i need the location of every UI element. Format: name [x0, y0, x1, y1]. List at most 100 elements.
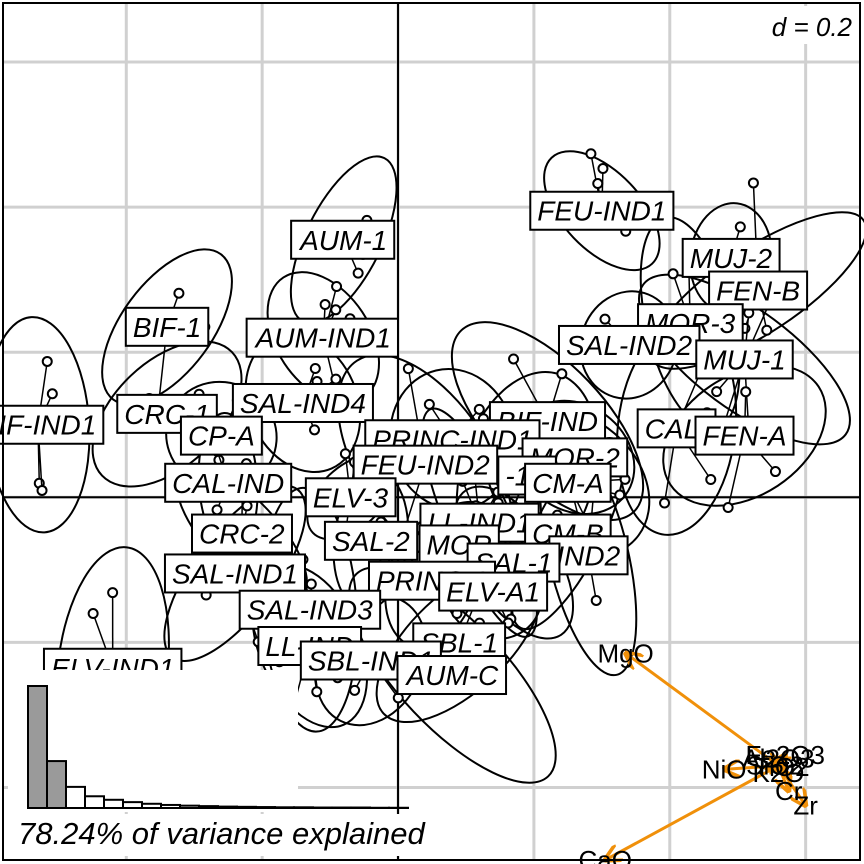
label-elv-3: ELV-3	[304, 477, 397, 518]
label-elv-a1: ELV-A1	[438, 571, 549, 612]
eigen-bar	[160, 803, 181, 810]
label-text-muj-1: MUJ-1	[703, 344, 785, 375]
eigen-bar	[141, 802, 162, 809]
variable-label-zr: Zr	[793, 791, 818, 821]
point-fen-a	[740, 386, 752, 398]
label-muj-1: MUJ-1	[695, 339, 794, 380]
label-text-feu-ind1: FEU-IND1	[537, 196, 666, 227]
point-feu-ind2	[402, 363, 414, 375]
label-text-bif-ind1: BIF-IND1	[0, 410, 96, 441]
eigen-bar	[27, 685, 48, 809]
point-princ-ind1	[473, 403, 485, 415]
eigen-bar	[293, 806, 314, 809]
point-sbl-ind1	[349, 684, 361, 696]
point-aum-ind1	[319, 299, 331, 311]
label-text-crc-2: CRC-2	[199, 519, 285, 550]
point-fen-b	[747, 177, 759, 189]
label-box-bif-ind1	[0, 404, 105, 445]
point-bif-ind	[556, 368, 568, 380]
point-mor-3	[667, 268, 679, 280]
ellipse-feu-ind1	[543, 150, 661, 272]
arrow-nio	[724, 766, 779, 770]
label-sal-ind1: SAL-IND1	[163, 553, 307, 594]
variable-label-nio: NiO	[702, 754, 747, 784]
label-text-elv-a1: ELV-A1	[446, 577, 540, 608]
point-elv-3	[339, 448, 351, 460]
ellipse-bif-1	[101, 248, 233, 406]
label-box-sal-ind3	[238, 589, 382, 630]
point-fen-a	[769, 466, 781, 478]
label-box-aum-c	[396, 655, 508, 696]
eigen-bar	[198, 805, 219, 809]
point-cm-a	[614, 489, 626, 501]
eigen-bar	[84, 795, 105, 809]
point-bif-ind1	[41, 355, 53, 367]
label-bif-ind1: BIF-IND1	[0, 404, 105, 445]
label-cm-a: CM-A	[524, 462, 612, 503]
ellipse-muj-1	[638, 273, 851, 446]
label-box-bif-1	[124, 306, 210, 347]
label-box-cp-a	[179, 415, 263, 456]
eigen-bar	[217, 805, 238, 809]
label-box-cal-ind	[164, 462, 293, 503]
label-text-muj-2: MUJ-2	[690, 243, 773, 274]
point-feu-ind1	[585, 148, 597, 160]
scale-label: d = 0.2	[772, 12, 853, 42]
label-sal-2: SAL-2	[323, 520, 419, 561]
label-text-sal-ind3: SAL-IND3	[247, 595, 373, 626]
point-feu-ind1	[597, 162, 609, 174]
label-fen-a: FEN-A	[694, 415, 795, 456]
point-bif-ind1	[46, 388, 58, 400]
point-sal-ind4	[309, 424, 321, 436]
point-sal-ind4	[330, 373, 342, 385]
label-feu-ind2: FEU-IND2	[352, 444, 499, 485]
label-aum-c: AUM-C	[396, 655, 508, 696]
label-text-fen-b: FEN-B	[716, 276, 800, 307]
eigen-bar	[236, 805, 257, 809]
point-sal-ind2	[599, 313, 611, 325]
point-cal	[659, 497, 671, 509]
point-aum-ind1	[331, 281, 343, 293]
label-sal-ind3: SAL-IND3	[238, 589, 382, 630]
variable-label-tio2: TiO2	[754, 752, 809, 782]
point-ind2	[590, 594, 602, 606]
label-box-elv-a1	[438, 571, 549, 612]
point-ll-ind	[311, 686, 323, 698]
variable-label-mgo: MgO	[597, 638, 653, 668]
label-box-ind2	[548, 535, 629, 576]
variable-label-al2o3: Al2O3	[742, 743, 814, 773]
point-bif-ind	[508, 353, 520, 365]
label-box-fen-a	[694, 415, 795, 456]
point-elv-ind1	[107, 587, 119, 599]
label-text-cm-a: CM-A	[532, 468, 604, 499]
point-bif-ind1	[36, 484, 48, 496]
label-cal-ind: CAL-IND	[164, 462, 293, 503]
label-text-fen-a: FEN-A	[703, 421, 787, 452]
point-fen-a	[722, 502, 734, 514]
variable-arrows	[605, 653, 805, 860]
label-text-cal-ind: CAL-IND	[172, 468, 284, 499]
label-text-cp-a: CP-A	[188, 421, 255, 452]
arrow-mgo	[626, 653, 780, 767]
label-box-cm-a	[524, 462, 612, 503]
point-ll-ind	[305, 578, 317, 590]
variable-label-k2o: K2O	[752, 758, 804, 788]
label-sal-ind2: SAL-IND2	[557, 324, 701, 365]
label-box-elv-3	[304, 477, 397, 518]
point-muj-2	[734, 221, 746, 233]
label-fen-b: FEN-B	[708, 270, 809, 311]
label-crc-2: CRC-2	[190, 513, 293, 554]
label-aum-ind1: AUM-IND1	[245, 317, 399, 358]
label-aum-1: AUM-1	[290, 219, 396, 260]
eigenvalue-barplot	[8, 670, 409, 812]
point-cal	[705, 473, 717, 485]
point-princ-ind1	[423, 398, 435, 410]
arrow-cao	[605, 764, 780, 860]
label-text-elv-3: ELV-3	[313, 482, 389, 513]
label-ind2: IND2	[548, 535, 629, 576]
eigen-bar	[274, 806, 295, 809]
point-fen-b	[761, 324, 773, 336]
label-box-sal-ind2	[557, 324, 701, 365]
